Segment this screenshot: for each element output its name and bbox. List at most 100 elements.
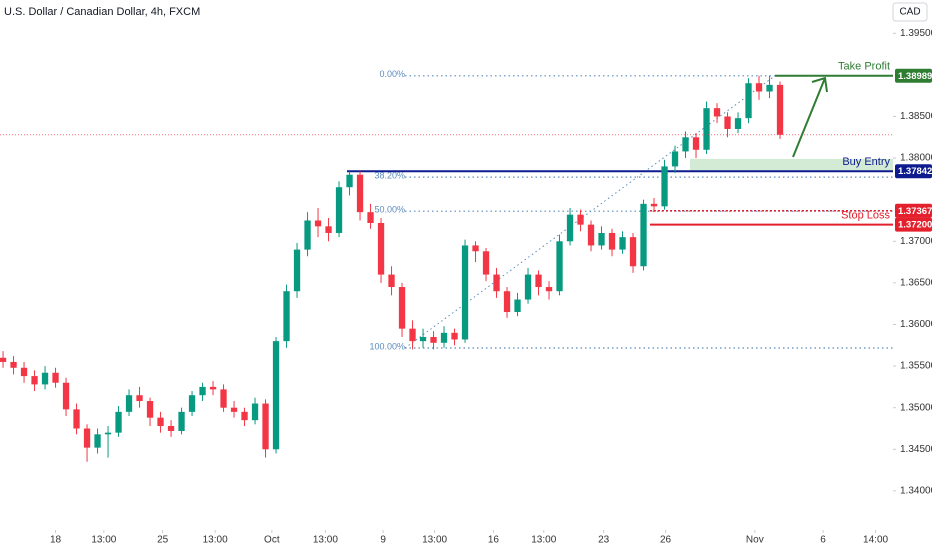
candle-body xyxy=(325,226,332,233)
x-tick-label: Nov xyxy=(746,535,764,546)
candle-body xyxy=(115,411,122,433)
level-label: Take Profit xyxy=(838,61,890,73)
candle-body xyxy=(398,287,406,329)
candle-body xyxy=(745,83,752,119)
currency[interactable]: CAD xyxy=(899,7,920,18)
candle-body xyxy=(661,166,668,207)
plot-area: 0.00% 38.20% 50.00% 100.00% Take Profit Buy E… xyxy=(0,61,893,462)
level-label: Buy Entry xyxy=(842,156,890,168)
x-tick-label: 6 xyxy=(820,535,826,546)
y-tick-label: 1.37000 xyxy=(900,236,932,247)
candle-body xyxy=(461,245,469,340)
candle-body xyxy=(104,432,112,435)
candle-body xyxy=(692,137,700,150)
buy-zone xyxy=(690,158,893,172)
candle-body xyxy=(157,417,164,426)
y-tick-label: 1.34500 xyxy=(900,444,932,455)
candle-body xyxy=(482,251,490,275)
candle-body xyxy=(556,241,563,292)
candle-body xyxy=(734,118,742,129)
candle-body xyxy=(73,409,80,429)
fib-label: 0.00% xyxy=(379,69,405,79)
candle-body xyxy=(367,212,374,223)
currency-box[interactable] xyxy=(892,2,928,22)
axes: 1.34000 1.34500 1.35000 1.35500 1.36000 1.365… xyxy=(50,28,932,546)
y-tick-label: 1.39500 xyxy=(900,28,932,39)
y-tick-label: 1.35000 xyxy=(900,402,932,413)
candle-body xyxy=(451,332,458,340)
x-tick-label: 13:00 xyxy=(531,535,556,546)
x-tick-label: 13:00 xyxy=(203,535,228,546)
price-tag-label: 1.37200 xyxy=(898,220,932,231)
candle-body xyxy=(10,361,17,368)
arrow xyxy=(792,77,826,158)
price-tag-label: 1.37367 xyxy=(898,206,932,217)
candle-body xyxy=(409,328,416,342)
candle-body xyxy=(293,249,301,292)
candle-body xyxy=(587,224,595,246)
candle-body xyxy=(419,336,427,342)
price-tag-label: 1.38989 xyxy=(898,71,932,82)
candle-body xyxy=(682,137,689,152)
candle-body xyxy=(524,274,532,300)
candle-body xyxy=(62,382,70,410)
x-tick-label: 9 xyxy=(380,535,386,546)
candle-body xyxy=(703,108,710,150)
x-tick-label: 13:00 xyxy=(313,535,338,546)
candle-body xyxy=(178,411,185,431)
price-tag xyxy=(895,203,932,218)
y-tick-label: 1.38500 xyxy=(900,111,932,122)
candle-body xyxy=(535,274,542,288)
candle-body xyxy=(167,425,175,431)
candle-body xyxy=(94,434,101,448)
x-tick-label: 25 xyxy=(157,535,169,546)
chart-title: U.S. Dollar / Canadian Dollar, 4h, FXCM xyxy=(4,6,200,18)
candle-body xyxy=(0,357,7,362)
candle-body xyxy=(619,237,626,250)
fib-label: 38.20% xyxy=(374,171,405,181)
candle-body xyxy=(136,395,143,402)
candle-body xyxy=(503,291,511,313)
x-tick-label: 13:00 xyxy=(422,535,447,546)
candle-body xyxy=(304,220,311,250)
x-tick-label: 18 xyxy=(50,535,62,546)
candle-body xyxy=(125,395,133,412)
candle-body xyxy=(755,83,763,92)
x-tick-label: Oct xyxy=(264,535,280,546)
candle-body xyxy=(220,389,227,408)
candle-body xyxy=(262,403,269,450)
candle-body xyxy=(545,287,553,292)
candle-body xyxy=(146,401,154,418)
candle-body xyxy=(566,214,574,242)
candle-body xyxy=(20,367,28,377)
x-tick-label: 26 xyxy=(660,535,672,546)
x-tick-label: 23 xyxy=(598,535,610,546)
x-tick-label: 14:00 xyxy=(863,535,888,546)
candle-body xyxy=(472,245,479,252)
fib-label: 50.00% xyxy=(374,205,405,215)
candle-body xyxy=(377,222,385,275)
price-tag xyxy=(895,217,932,232)
candle-body xyxy=(346,174,353,188)
candle-body xyxy=(671,151,679,167)
candle-body xyxy=(776,84,784,135)
candle-body xyxy=(241,411,248,421)
candle-body xyxy=(650,203,658,207)
y-tick-label: 1.38000 xyxy=(900,153,932,164)
candle-body xyxy=(41,372,49,385)
price-tag xyxy=(895,164,932,179)
candle-body xyxy=(31,376,38,385)
x-tick-label: 16 xyxy=(488,535,500,546)
candle-body xyxy=(598,232,605,246)
candle-body xyxy=(272,341,280,450)
candle-body xyxy=(356,174,364,213)
price-tag xyxy=(895,68,932,83)
candle-body xyxy=(640,203,647,267)
candle-body xyxy=(335,187,343,233)
candle-body xyxy=(724,116,731,129)
candle-body xyxy=(209,386,217,390)
candle-body xyxy=(577,214,584,225)
fib-label: 100.00% xyxy=(369,341,405,351)
x-tick-label: 13:00 xyxy=(91,535,116,546)
